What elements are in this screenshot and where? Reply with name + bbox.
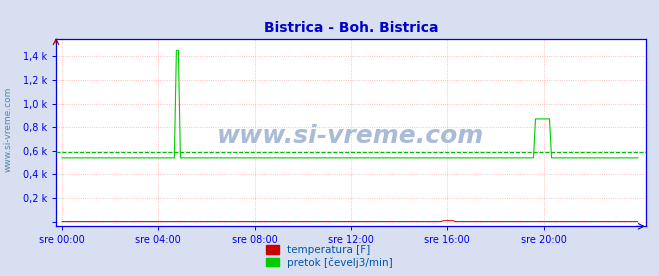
Text: www.si-vreme.com: www.si-vreme.com [3, 87, 13, 172]
Legend: temperatura [F], pretok [čevelj3/min]: temperatura [F], pretok [čevelj3/min] [263, 242, 396, 271]
Title: Bistrica - Boh. Bistrica: Bistrica - Boh. Bistrica [264, 21, 438, 35]
Text: www.si-vreme.com: www.si-vreme.com [217, 124, 484, 148]
